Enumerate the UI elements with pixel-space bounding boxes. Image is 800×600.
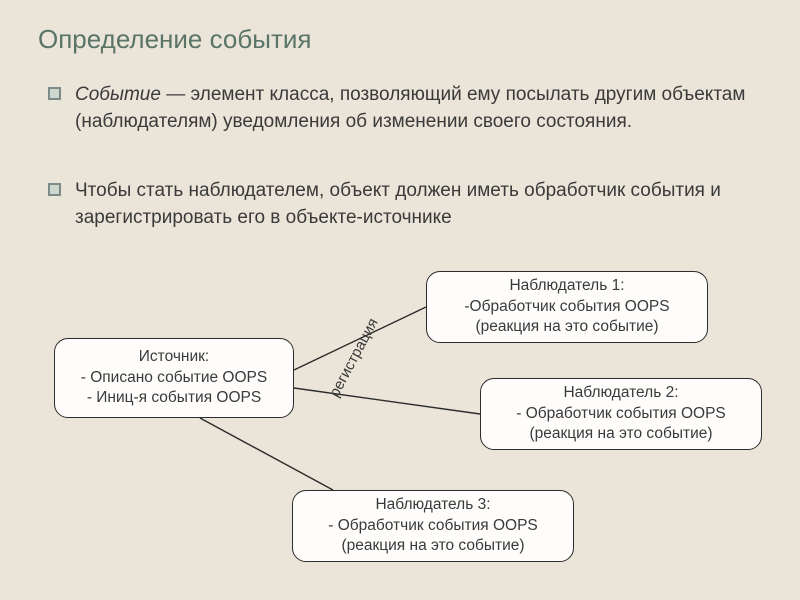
registration-label: регистрация — [326, 315, 382, 400]
node-observer-3: Наблюдатель 3:- Обработчик события OOPS(… — [292, 490, 574, 562]
node-line: - Обработчик события OOPS — [328, 516, 538, 537]
bullet-item: Чтобы стать наблюдателем, объект должен … — [48, 178, 758, 231]
node-observer-1: Наблюдатель 1:-Обработчик события OOPS(р… — [426, 271, 708, 343]
node-line: - Обработчик события OOPS — [516, 404, 726, 425]
node-line: Наблюдатель 3: — [375, 495, 490, 516]
bullet-text: Событие — элемент класса, позволяющий ем… — [75, 82, 758, 135]
node-line: Наблюдатель 2: — [563, 383, 678, 404]
node-line: -Обработчик события OOPS — [464, 297, 669, 318]
bullet-text: Чтобы стать наблюдателем, объект должен … — [75, 178, 758, 231]
node-line: (реакция на это событие) — [475, 317, 658, 338]
square-bullet-icon — [48, 183, 61, 196]
page-title: Определение события — [38, 24, 311, 55]
node-line: - Описано событие OOPS — [81, 368, 267, 389]
node-line: (реакция на это событие) — [341, 536, 524, 557]
node-line: Источник: — [139, 347, 209, 368]
node-observer-2: Наблюдатель 2:- Обработчик события OOPS(… — [480, 378, 762, 450]
node-line: (реакция на это событие) — [529, 424, 712, 445]
bullet-item: Событие — элемент класса, позволяющий ем… — [48, 82, 758, 135]
node-line: - Иниц-я события OOPS — [87, 388, 261, 409]
node-line: Наблюдатель 1: — [509, 276, 624, 297]
square-bullet-icon — [48, 87, 61, 100]
node-source: Источник:- Описано событие OOPS- Иниц-я … — [54, 338, 294, 418]
